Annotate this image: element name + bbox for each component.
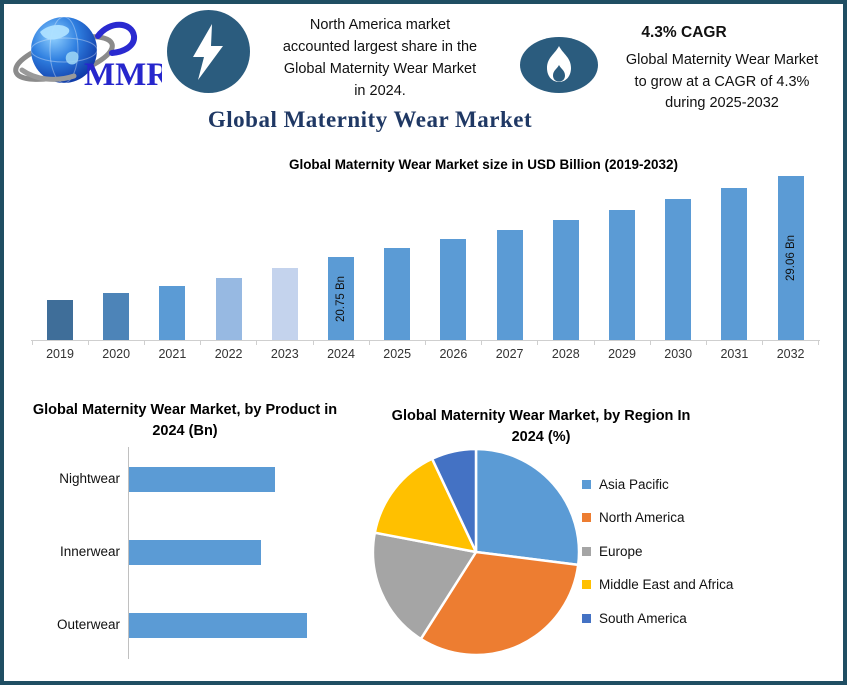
cagr-note: Global Maternity Wear Market to grow at a… bbox=[598, 50, 843, 115]
pie-slice-europe bbox=[371, 531, 478, 641]
bar-2024: 20.75 Bn bbox=[328, 257, 354, 340]
axis-tick bbox=[368, 340, 370, 345]
north-america-note: North America market accounted largest sh… bbox=[248, 14, 512, 102]
axis-tick bbox=[649, 340, 651, 345]
bar-2025 bbox=[384, 248, 411, 340]
bar-2032: 29.06 Bn bbox=[777, 176, 804, 340]
bar-outerwear bbox=[129, 613, 307, 638]
cagr-heading: 4.3% CAGR bbox=[641, 24, 727, 41]
bar-nightwear bbox=[129, 467, 275, 492]
text-line: during 2025-2032 bbox=[665, 95, 779, 111]
y-axis-line bbox=[128, 447, 129, 659]
x-tick-label: 2024 bbox=[327, 347, 355, 361]
text-line: Global Maternity Wear Market bbox=[625, 52, 819, 68]
pie-chart-title: Global Maternity Wear Market, by Region … bbox=[391, 408, 691, 445]
x-tick-label: 2025 bbox=[383, 347, 412, 361]
bar-value-label: 20.75 Bn bbox=[335, 275, 347, 322]
pie-legend: Asia Pacific North America Europe Middle Ea… bbox=[582, 474, 733, 642]
x-tick-label: 2031 bbox=[720, 347, 749, 361]
x-tick-label: 2021 bbox=[158, 347, 187, 361]
legend-item: Europe bbox=[582, 541, 733, 561]
category-label: Outerwear bbox=[56, 617, 120, 632]
text-line: accounted largest share in the bbox=[282, 39, 478, 55]
legend-swatch-icon bbox=[582, 546, 591, 556]
legend-item: Middle East and Africa bbox=[582, 575, 733, 595]
axis-tick bbox=[762, 340, 764, 345]
mmr-logo: MMR bbox=[13, 16, 162, 92]
legend-item: South America bbox=[582, 608, 733, 628]
x-tick-label: 2027 bbox=[495, 347, 524, 361]
category-label: Innerwear bbox=[59, 544, 120, 559]
timeline-chart: Global Maternity Wear Market size in USD… bbox=[13, 148, 839, 376]
timeline-chart-title: Global Maternity Wear Market size in USD… bbox=[288, 157, 679, 172]
legend-swatch-icon bbox=[582, 613, 591, 623]
x-tick-label: 2020 bbox=[102, 347, 131, 361]
region-pie-chart: Global Maternity Wear Market, by Region … bbox=[360, 398, 842, 680]
x-tick-label: 2022 bbox=[214, 347, 243, 361]
category-label: Nightwear bbox=[59, 471, 120, 486]
bar-2030 bbox=[665, 199, 692, 340]
logo-text: MMR bbox=[84, 57, 162, 92]
axis-tick bbox=[818, 340, 820, 345]
bar-2031 bbox=[721, 188, 748, 340]
axis-tick bbox=[200, 340, 202, 345]
axis-tick bbox=[312, 340, 314, 345]
legend-label: Europe bbox=[599, 543, 643, 559]
x-tick-label: 2032 bbox=[776, 347, 805, 361]
x-tick-label: 2029 bbox=[608, 347, 636, 361]
text-line: North America market bbox=[309, 17, 451, 33]
region-pie-svg bbox=[371, 447, 581, 657]
bar-2027 bbox=[496, 230, 523, 340]
axis-tick bbox=[143, 340, 145, 345]
bar-2020 bbox=[103, 293, 130, 340]
text-line: Global Maternity Wear Market bbox=[283, 61, 477, 77]
axis-tick bbox=[256, 340, 258, 345]
x-tick-label: 2026 bbox=[439, 347, 468, 361]
bar-innerwear bbox=[129, 540, 261, 565]
legend-label: North America bbox=[599, 510, 685, 525]
x-tick-label: 2023 bbox=[270, 347, 299, 361]
legend-item: Asia Pacific bbox=[582, 474, 733, 494]
product-chart-title: Global Maternity Wear Market, by Product… bbox=[32, 402, 338, 439]
pie-slice-middle-east-and-africa bbox=[373, 457, 478, 554]
bar-2022 bbox=[215, 278, 242, 340]
legend-label: South America bbox=[599, 610, 687, 626]
blue-swoosh bbox=[95, 21, 137, 56]
bar-2023 bbox=[271, 268, 298, 340]
axis-tick bbox=[87, 340, 89, 345]
x-tick-label: 2030 bbox=[664, 347, 693, 361]
axis-tick bbox=[481, 340, 483, 345]
bar-value-label: 29.06 Bn bbox=[784, 234, 797, 282]
x-tick-label: 2028 bbox=[551, 347, 580, 361]
axis-tick bbox=[424, 340, 426, 345]
flame-icon bbox=[520, 37, 598, 93]
axis-tick bbox=[31, 340, 33, 345]
bar-2029 bbox=[609, 210, 635, 340]
text-line: to grow at a CAGR of 4.3% bbox=[634, 73, 810, 90]
lightning-icon bbox=[167, 10, 250, 93]
x-tick-label: 2019 bbox=[46, 347, 74, 361]
legend-swatch-icon bbox=[582, 479, 591, 489]
bar-2028 bbox=[552, 220, 579, 340]
bar-2021 bbox=[159, 286, 186, 340]
page-title: Global Maternity Wear Market bbox=[207, 107, 533, 132]
axis-tick bbox=[593, 340, 595, 345]
text-line: in 2024. bbox=[354, 83, 406, 99]
bar-2019 bbox=[47, 300, 73, 340]
pie-slice-asia-pacific bbox=[474, 447, 581, 567]
legend-swatch-icon bbox=[582, 513, 591, 522]
legend-label: Asia Pacific bbox=[599, 476, 669, 492]
bar-2026 bbox=[440, 239, 467, 340]
axis-tick bbox=[705, 340, 707, 345]
product-chart: Global Maternity Wear Market, by Product… bbox=[20, 395, 354, 677]
legend-label: Middle East and Africa bbox=[599, 577, 734, 592]
legend-item: North America bbox=[582, 508, 733, 528]
legend-swatch-icon bbox=[582, 580, 591, 589]
axis-tick bbox=[537, 340, 539, 345]
pie-slice-south-america bbox=[430, 447, 478, 554]
